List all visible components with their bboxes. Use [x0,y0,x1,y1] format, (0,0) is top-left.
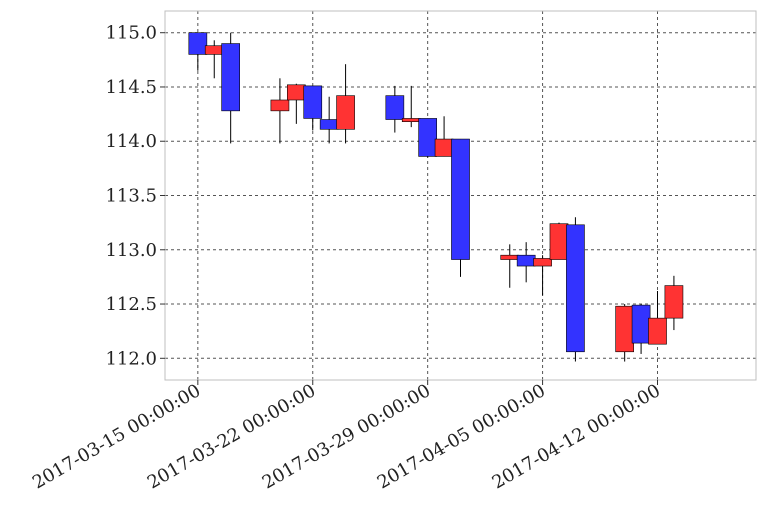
candle-up [549,223,569,260]
y-tick-label: 113.0 [105,240,157,261]
y-tick-label: 112.0 [105,348,157,369]
y-tick-label: 114.5 [105,77,157,98]
candle-down [516,254,536,267]
candle-up [664,285,684,319]
candle-down [451,138,470,260]
candle-up [270,99,290,112]
y-axis-ticks: 112.0 112.5 113.0 113.5 114.0 114.5 115.0 [105,23,165,369]
candle-up [401,118,421,122]
candle-down [418,118,437,157]
candles [188,32,684,362]
candle-down [566,224,585,353]
candle-up [287,84,306,101]
candle-up [648,317,667,345]
candle-up [204,45,224,55]
y-tick-label: 113.5 [105,186,157,207]
candle-down [303,85,323,119]
candle-up [615,305,634,353]
candle-down [221,43,240,112]
y-tick-label: 112.5 [105,294,157,315]
candle-up [434,138,454,157]
y-tick-label: 114.0 [105,131,157,152]
candle-down [188,32,208,55]
candle-up [500,254,520,260]
candle-down [319,119,339,130]
candle-up [533,258,552,267]
candle-up [336,95,355,130]
y-tick-label: 115.0 [105,23,157,44]
candle-down [631,304,651,344]
candle-down [385,95,405,120]
